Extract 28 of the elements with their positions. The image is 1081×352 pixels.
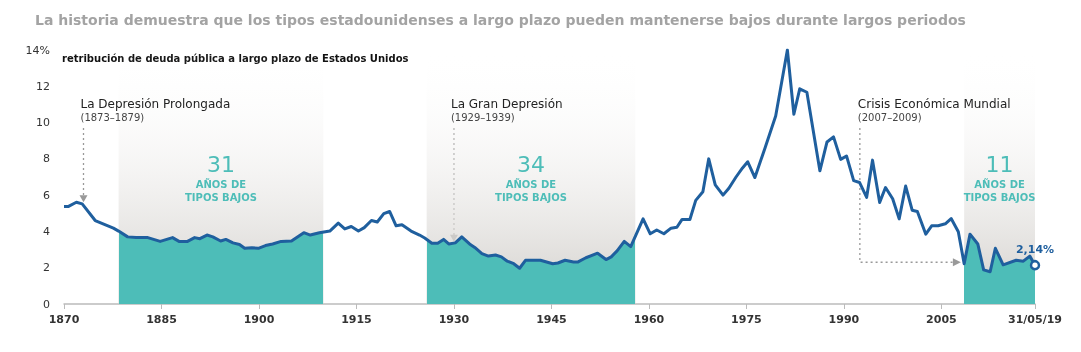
annotation: 2,14%	[1015, 243, 1055, 257]
y-axis-title: retribución de deuda pública a largo plazo de Estados Unidos	[62, 52, 409, 64]
y-tick-label: 14%	[25, 43, 50, 57]
x-tick-label: 1990	[828, 313, 860, 326]
y-tick-label: 10	[36, 116, 50, 130]
annotation: Crisis Económica Mundial (2007–2009)	[857, 96, 1011, 123]
x-tick-label: 1960	[633, 313, 665, 326]
x-tick-label: 2005	[926, 313, 957, 326]
y-tick-label: 4	[43, 224, 50, 238]
x-tick-label: 1900	[243, 313, 275, 326]
x-tick-label: 1885	[146, 313, 177, 326]
y-tick-label: 12	[36, 79, 50, 93]
x-tick-label: 1930	[438, 313, 470, 326]
y-tick-label: 0	[43, 297, 50, 311]
x-tick-label: 1975	[731, 313, 762, 326]
x-tick-label: 1915	[341, 313, 372, 326]
annotation: La Depresión Prolongada (1873–1879)	[80, 96, 231, 123]
x-tick-label: 31/05/19	[1008, 313, 1062, 326]
y-tick-label: 8	[43, 152, 50, 166]
y-tick-label: 6	[43, 188, 50, 202]
y-tick-label: 2	[43, 261, 50, 275]
x-tick-label: 1945	[536, 313, 567, 326]
band-label: 31 AÑOS DE TIPOS BAJOS	[185, 152, 257, 203]
annotation: La Gran Depresión (1929–1939)	[450, 96, 563, 123]
band-label: 11 AÑOS DE TIPOS BAJOS	[963, 152, 1036, 203]
x-tick-label: 1870	[48, 313, 80, 326]
chart-title: La historia demuestra que los tipos estadounidenses a largo plazo pueden mantenerse bajos durante largos periodos	[35, 12, 966, 28]
band-label: 34 AÑOS DE TIPOS BAJOS	[495, 152, 567, 203]
